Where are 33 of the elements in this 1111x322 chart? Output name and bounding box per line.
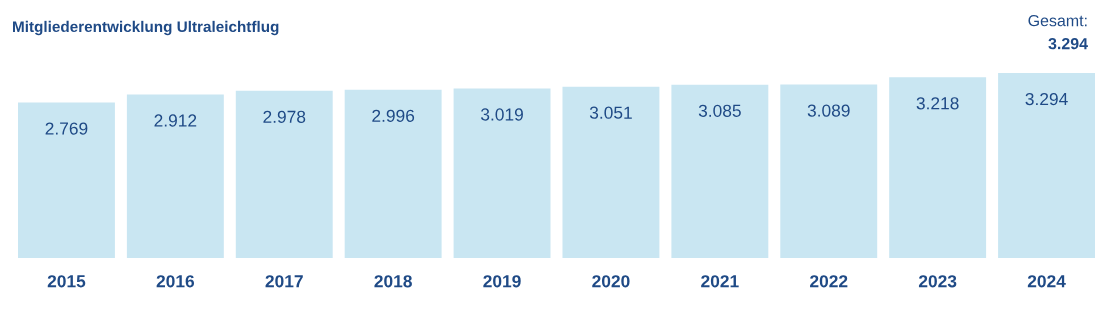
bar: [671, 84, 769, 258]
x-tick-label: 2016: [156, 275, 195, 288]
data-label: 2.996: [372, 109, 415, 122]
bar: [453, 88, 551, 258]
bar: [235, 90, 333, 258]
x-tick-label: 2024: [1027, 275, 1066, 288]
data-label: 2.978: [263, 110, 306, 123]
x-tick-label: 2015: [47, 275, 86, 288]
bar: [889, 77, 987, 258]
bar: [17, 102, 115, 258]
text: 3.294: [1048, 37, 1088, 50]
chart-title: Mitgliederentwicklung Ultraleichtflug: [13, 20, 279, 36]
x-tick-label: 2020: [592, 275, 630, 288]
x-tick-label: 2023: [918, 275, 957, 288]
x-tick-label: 2021: [701, 275, 739, 288]
x-tick-label: 2019: [483, 275, 521, 288]
data-label: 3.218: [916, 97, 959, 110]
bar: [344, 89, 442, 258]
data-label: 3.051: [589, 106, 632, 119]
data-label: 3.294: [1025, 92, 1068, 106]
x-tick-label: 2018: [374, 275, 412, 288]
bar: [126, 94, 224, 258]
text: Gesamt:: [1028, 14, 1087, 27]
bar: [562, 86, 660, 258]
x-tick-label: 2022: [810, 275, 848, 288]
data-label: 3.089: [807, 104, 850, 117]
data-label: 2.769: [45, 122, 88, 135]
data-label: 3.085: [698, 104, 741, 117]
data-label: 3.019: [480, 108, 523, 121]
x-tick-label: 2017: [265, 275, 303, 288]
data-label: 2.912: [154, 114, 197, 127]
bar: [780, 84, 878, 258]
bar: [998, 73, 1096, 258]
